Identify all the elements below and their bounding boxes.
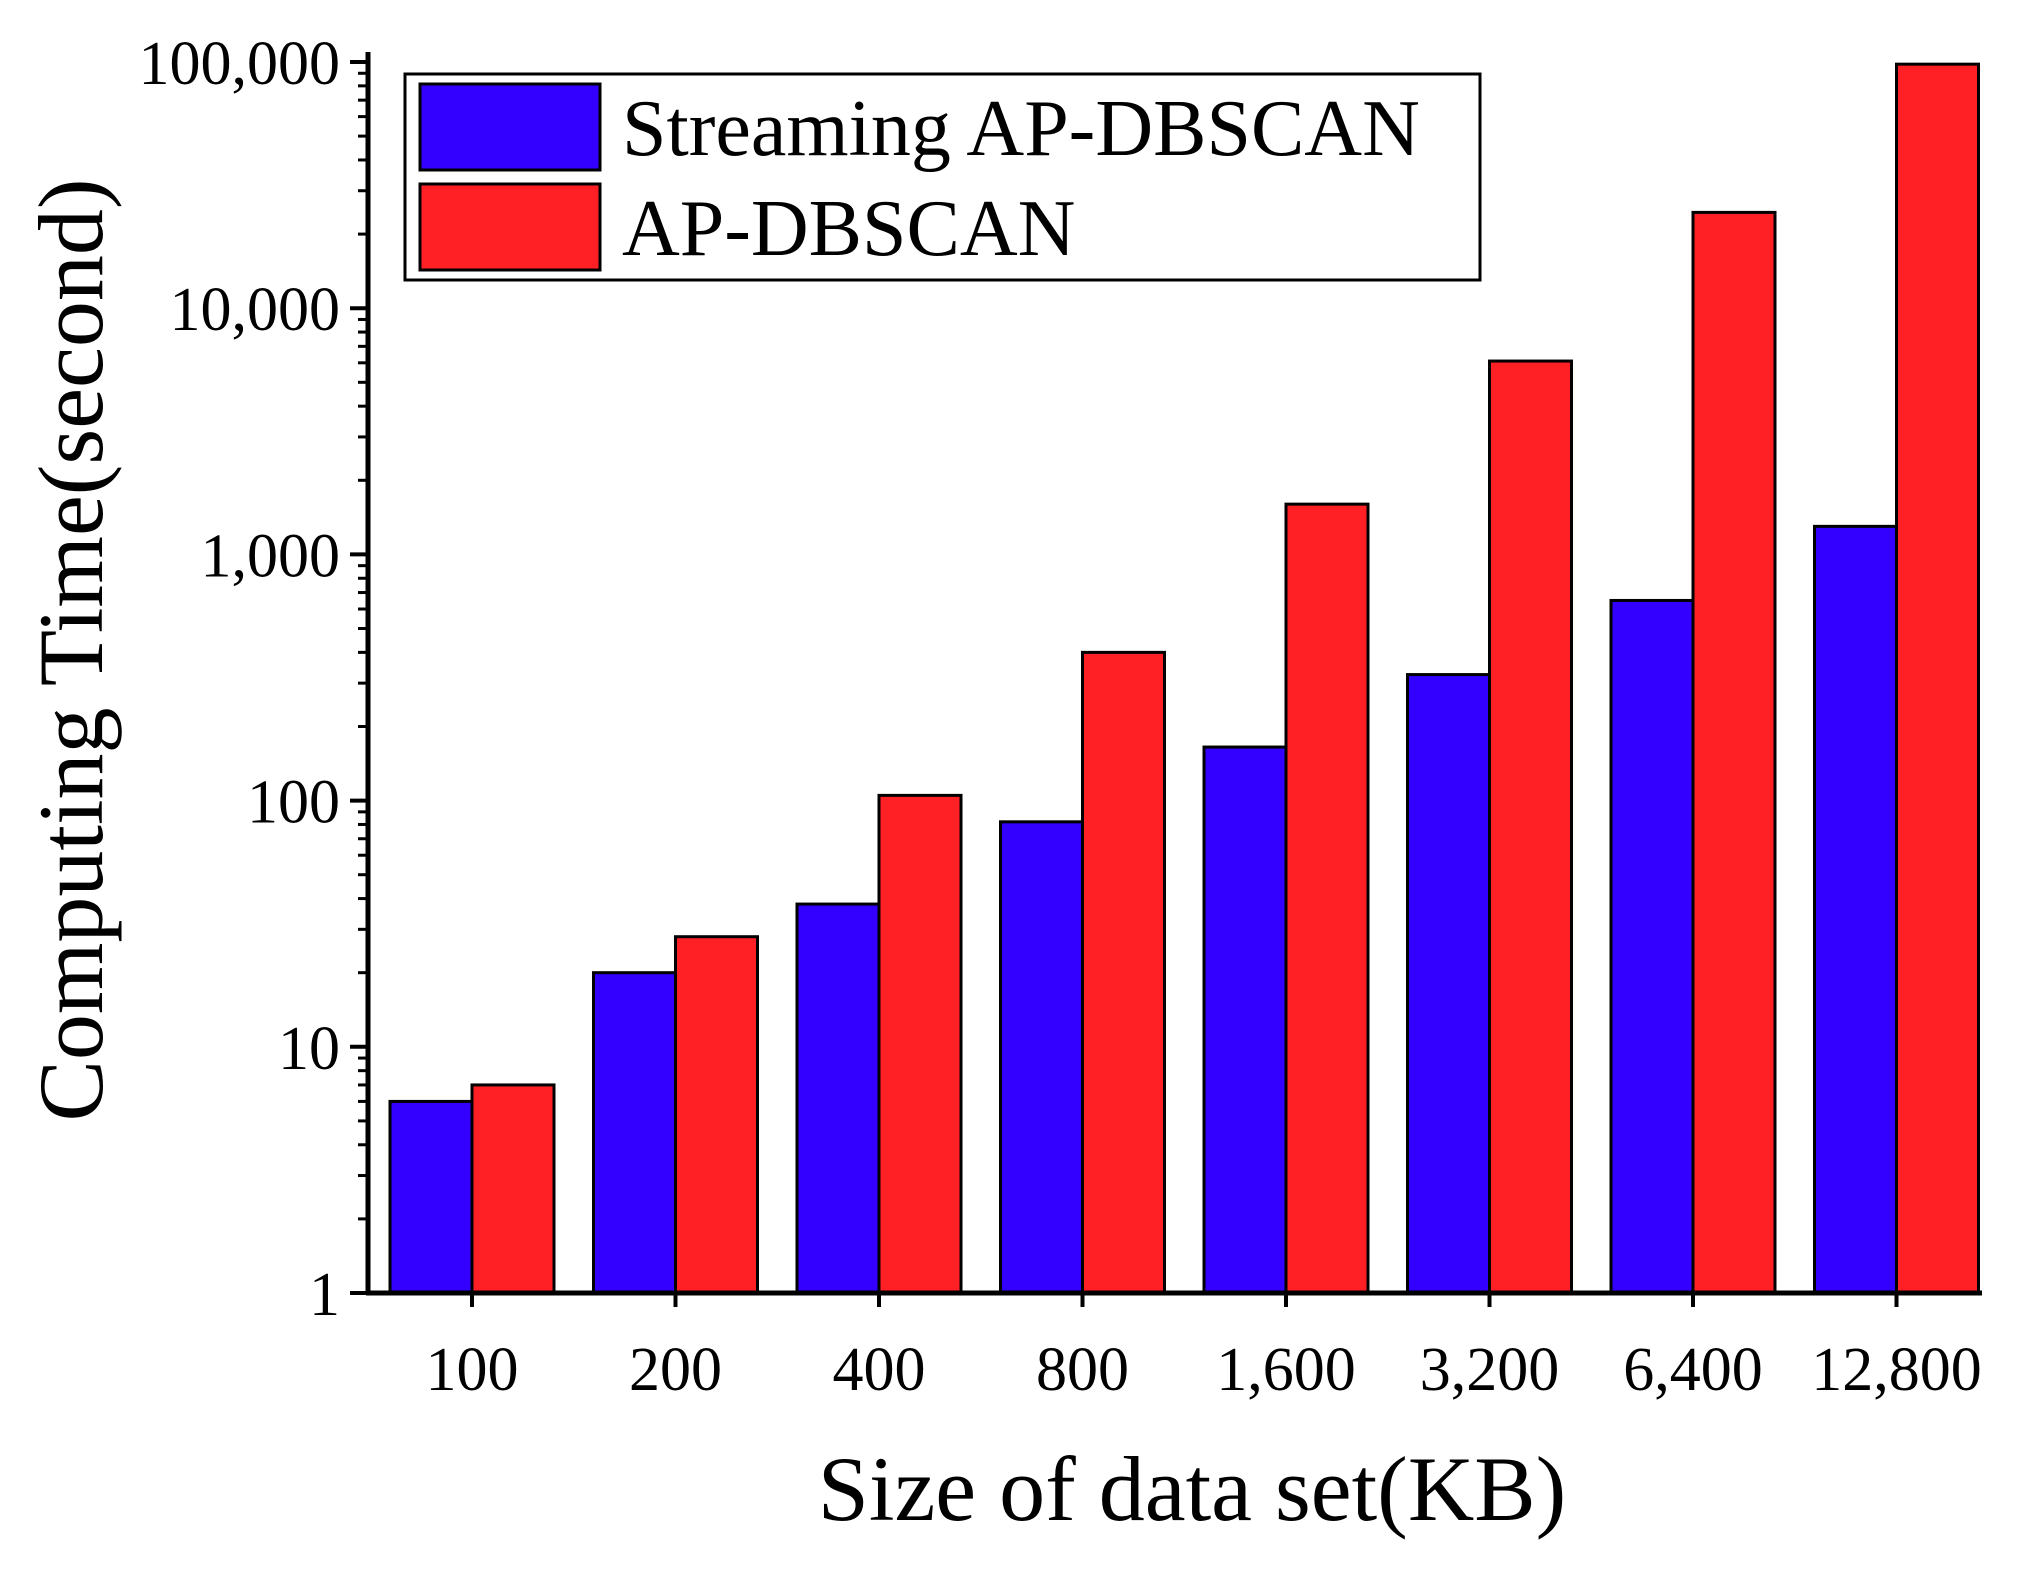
bar-ap-dbscan-1600 [1284, 502, 1370, 1295]
x-tick-label: 200 [629, 1336, 722, 1404]
legend-label-ap-dbscan: AP-DBSCAN [622, 185, 1075, 273]
bar-ap-dbscan-800 [1081, 650, 1166, 1295]
y-tick-label: 10,000 [170, 276, 341, 344]
x-tick-label: 6,400 [1623, 1336, 1763, 1404]
bar-ap-dbscan-400 [877, 793, 963, 1295]
bar-streaming-ap-dbscan-100 [388, 1099, 474, 1295]
x-tick-label: 12,800 [1811, 1336, 1982, 1404]
bar-streaming-ap-dbscan-800 [999, 820, 1084, 1295]
bars-layer [388, 62, 1980, 1295]
x-tick-label: 800 [1036, 1336, 1129, 1404]
x-tick-label: 100 [426, 1336, 519, 1404]
bar-ap-dbscan-100 [470, 1083, 556, 1295]
x-tick-label: 400 [833, 1336, 926, 1404]
x-tick-label: 3,200 [1420, 1336, 1560, 1404]
bar-streaming-ap-dbscan-3200 [1406, 673, 1491, 1295]
y-tick-label: 100,000 [139, 30, 341, 98]
bar-ap-dbscan-6400 [1691, 210, 1777, 1295]
bar-ap-dbscan-3200 [1488, 359, 1573, 1295]
bar-ap-dbscan-12800 [1895, 62, 1980, 1295]
legend-swatch-streaming-ap-dbscan [418, 82, 602, 172]
bar-streaming-ap-dbscan-1600 [1202, 745, 1288, 1295]
labels-layer: 100 200 400 800 1,600 3,200 6,400 12,800 1 10 100 1… [139, 30, 1982, 1404]
bar-streaming-ap-dbscan-6400 [1609, 598, 1695, 1295]
y-tick-label: 1 [309, 1261, 340, 1329]
bar-streaming-ap-dbscan-12800 [1813, 524, 1898, 1295]
y-axis-title: Computing Time(second) [20, 178, 122, 1121]
x-axis-title: Size of data set(KB) [818, 1438, 1567, 1540]
x-tick-label: 1,600 [1216, 1336, 1356, 1404]
bar-ap-dbscan-200 [674, 935, 759, 1295]
legend-swatch-ap-dbscan [418, 182, 602, 272]
legend-label-streaming-ap-dbscan: Streaming AP-DBSCAN [622, 85, 1420, 173]
bar-streaming-ap-dbscan-200 [592, 971, 677, 1295]
legend: Streaming AP-DBSCAN AP-DBSCAN [403, 72, 1482, 282]
bar-streaming-ap-dbscan-400 [795, 902, 881, 1295]
axes-layer [350, 52, 1982, 1307]
y-tick-label: 10 [278, 1015, 340, 1083]
y-tick-label: 1,000 [201, 522, 341, 590]
y-tick-label: 100 [247, 769, 340, 837]
